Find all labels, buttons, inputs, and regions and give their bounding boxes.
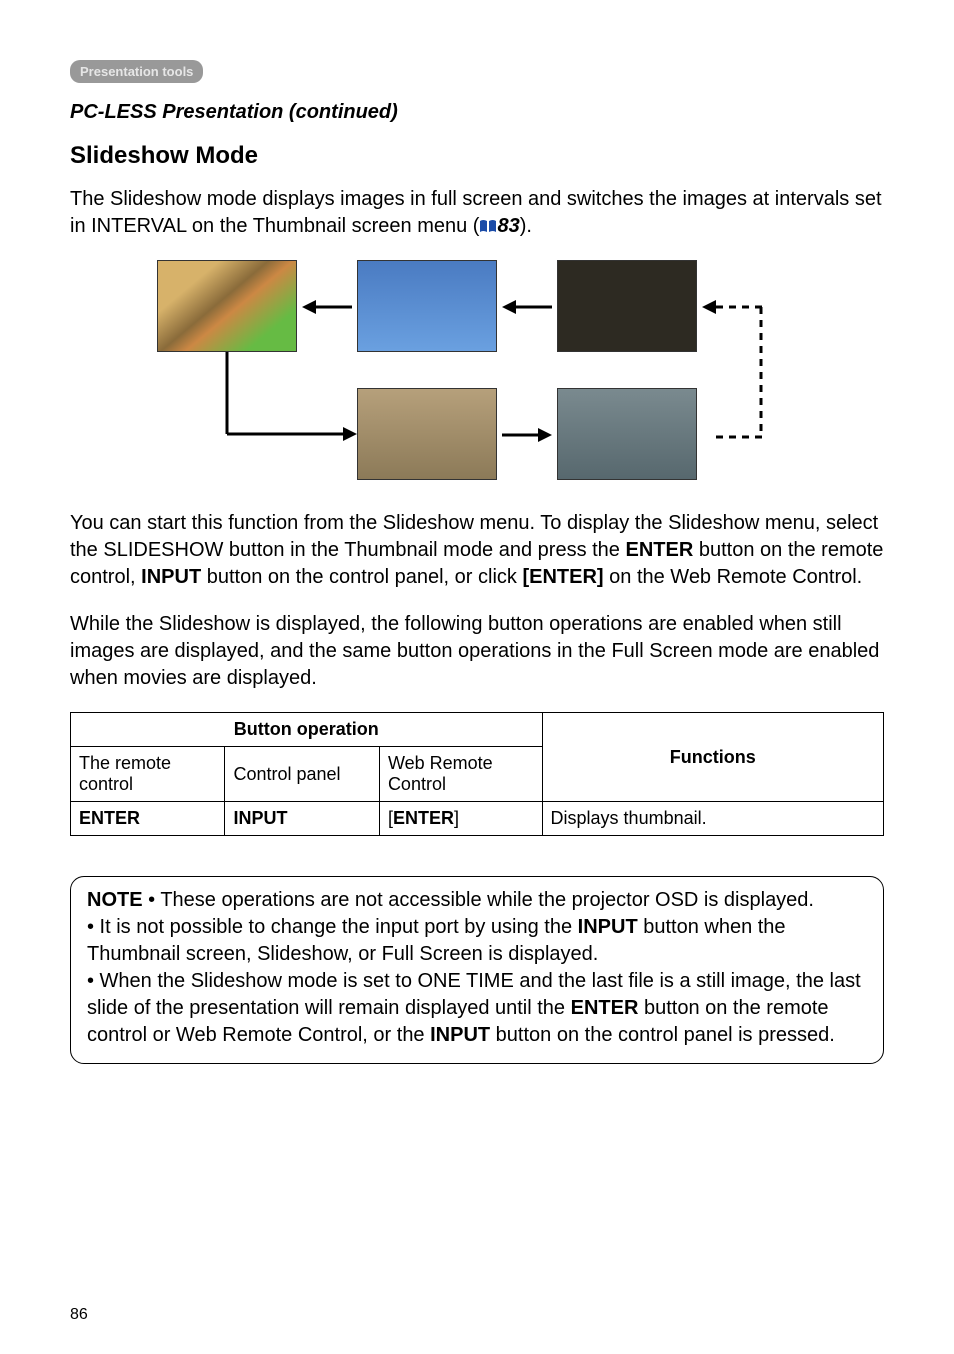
cell-web-bold: ENTER [393,808,454,828]
table-col-web: Web Remote Control [379,747,542,802]
note-line2b: INPUT [578,916,638,938]
diagram-image-4 [357,388,497,480]
page-subtitle: PC-LESS Presentation (continued) [70,101,884,124]
table-row: ENTER [71,802,225,836]
section-heading: Slideshow Mode [70,142,884,170]
table-col-panel: Control panel [225,747,379,802]
cell-remote: ENTER [79,808,140,828]
diagram-image-2 [357,260,497,352]
p2-f: [ENTER] [522,566,603,588]
p2-b: ENTER [626,539,694,561]
table-row: INPUT [225,802,379,836]
table-header-ops: Button operation [71,713,543,747]
table-col-remote: The remote control [71,747,225,802]
diagram-image-1 [157,260,297,352]
arrow-dashed-icon [702,298,762,316]
note-line2a: • It is not possible to change the input… [87,916,578,938]
arrow-dashed-icon [702,428,762,446]
diagram-image-3 [557,260,697,352]
intro-text-b: ). [520,215,532,237]
arrow-icon [502,426,552,444]
table-row: Displays thumbnail. [542,802,883,836]
note-line3d: INPUT [430,1024,490,1046]
note-line3b: ENTER [571,997,639,1019]
table-row: [ENTER] [379,802,542,836]
cell-panel: INPUT [233,808,287,828]
cell-web-close: ] [454,808,459,828]
paragraph-3: While the Slideshow is displayed, the fo… [70,611,884,692]
section-chip: Presentation tools [70,60,203,83]
arrow-icon [502,298,552,316]
note-line1: • These operations are not accessible wh… [143,889,814,911]
note-line3e: button on the control panel is pressed. [490,1024,835,1046]
arrow-icon [302,298,352,316]
book-icon [479,214,497,228]
p2-e: button on the control panel, or click [201,566,522,588]
page-number: 86 [70,1306,88,1324]
p2-g: on the Web Remote Control. [604,566,863,588]
slideshow-diagram [157,260,797,480]
operations-table: Button operation Functions The remote co… [70,712,884,836]
diagram-image-5 [557,388,697,480]
intro-ref: 83 [497,215,519,237]
dashed-path-icon [755,307,767,437]
paragraph-2: You can start this function from the Sli… [70,510,884,591]
p2-d: INPUT [141,566,201,588]
note-label: NOTE [87,889,143,911]
table-header-fn: Functions [542,713,883,802]
note-box: NOTE • These operations are not accessib… [70,876,884,1064]
intro-text-a: The Slideshow mode displays images in fu… [70,188,882,237]
path-icon [221,352,361,447]
intro-paragraph: The Slideshow mode displays images in fu… [70,186,884,240]
cell-fn: Displays thumbnail. [551,808,707,828]
